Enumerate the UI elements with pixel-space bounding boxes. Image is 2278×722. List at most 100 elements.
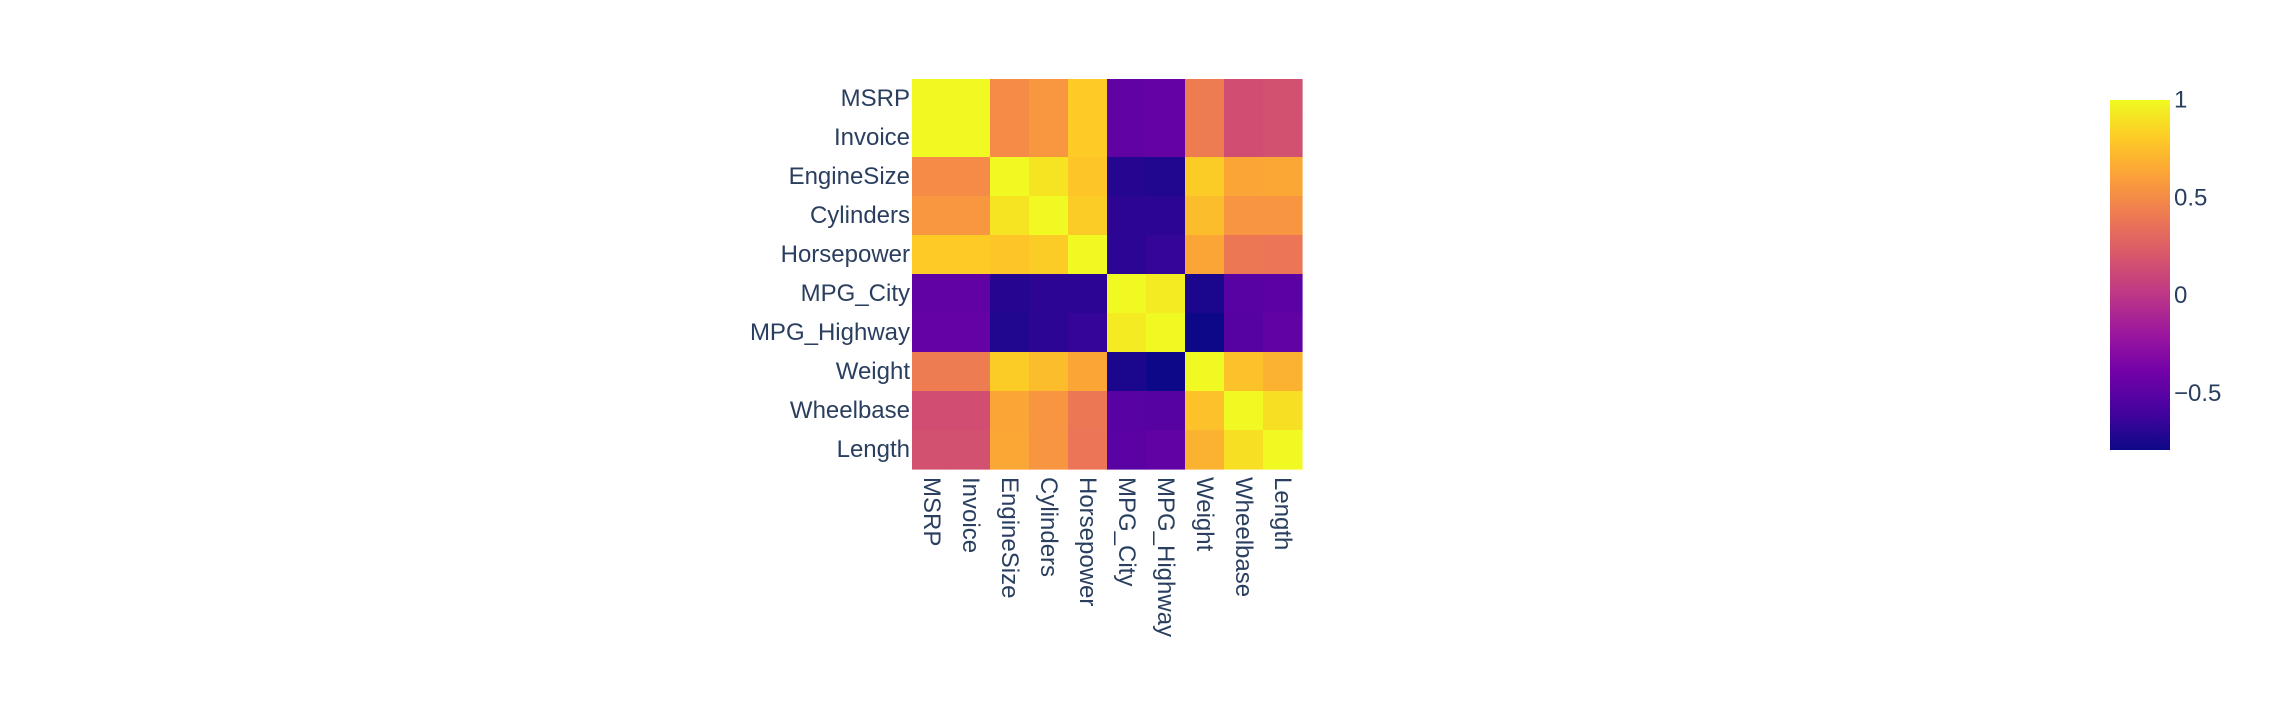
y-tick-label-msrp: MSRP bbox=[841, 85, 910, 112]
heatmap-cell-length-mpg-highway bbox=[1146, 430, 1186, 470]
heatmap-cell-wheelbase-wheelbase bbox=[1224, 391, 1264, 431]
heatmap-cell-enginesize-cylinders bbox=[1029, 157, 1069, 197]
heatmap-cell-length-invoice bbox=[951, 430, 991, 470]
y-tick-label-cylinders: Cylinders bbox=[810, 202, 910, 229]
heatmap-cell-enginesize-wheelbase bbox=[1224, 157, 1264, 197]
x-tick-label-enginesize: EngineSize bbox=[996, 477, 1023, 598]
heatmap-cell-mpg-city-weight bbox=[1185, 274, 1225, 314]
y-tick-label-invoice: Invoice bbox=[834, 124, 910, 151]
x-tick-label-weight: Weight bbox=[1191, 477, 1218, 552]
heatmap-cell-mpg-highway-horsepower bbox=[1068, 313, 1108, 353]
heatmap-cell-wheelbase-mpg-city bbox=[1107, 391, 1147, 431]
heatmap-cell-horsepower-mpg-city bbox=[1107, 235, 1147, 275]
heatmap-cell-wheelbase-horsepower bbox=[1068, 391, 1108, 431]
heatmap-cell-horsepower-msrp bbox=[912, 235, 952, 275]
heatmap-cell-cylinders-mpg-city bbox=[1107, 196, 1147, 236]
heatmap-cell-horsepower-enginesize bbox=[990, 235, 1030, 275]
heatmap-cell-length-msrp bbox=[912, 430, 952, 470]
heatmap-cell-weight-enginesize bbox=[990, 352, 1030, 392]
x-tick-label-length: Length bbox=[1269, 477, 1296, 550]
heatmap-cell-enginesize-mpg-city bbox=[1107, 157, 1147, 197]
heatmap-cell-cylinders-wheelbase bbox=[1224, 196, 1264, 236]
heatmap-cell-invoice-mpg-highway bbox=[1146, 118, 1186, 158]
heatmap-cell-invoice-invoice bbox=[951, 118, 991, 158]
y-tick-label-mpg-city: MPG_City bbox=[801, 280, 910, 307]
y-tick-label-wheelbase: Wheelbase bbox=[790, 397, 910, 424]
colorbar bbox=[2110, 100, 2170, 450]
heatmap-cell-weight-weight bbox=[1185, 352, 1225, 392]
x-tick-label-mpg-highway: MPG_Highway bbox=[1152, 477, 1179, 637]
heatmap-cell-mpg-city-msrp bbox=[912, 274, 952, 314]
heatmap-cell-enginesize-invoice bbox=[951, 157, 991, 197]
heatmap-cell-weight-length bbox=[1263, 352, 1303, 392]
heatmap-cell-horsepower-weight bbox=[1185, 235, 1225, 275]
heatmap-cell-cylinders-mpg-highway bbox=[1146, 196, 1186, 236]
heatmap-cell-wheelbase-invoice bbox=[951, 391, 991, 431]
heatmap-cell-mpg-highway-mpg-highway bbox=[1146, 313, 1186, 353]
heatmap-cell-invoice-msrp bbox=[912, 118, 952, 158]
heatmap-cell-length-length bbox=[1263, 430, 1303, 470]
heatmap-cell-weight-horsepower bbox=[1068, 352, 1108, 392]
heatmap-cell-mpg-highway-wheelbase bbox=[1224, 313, 1264, 353]
heatmap-cell-wheelbase-msrp bbox=[912, 391, 952, 431]
heatmap-cell-msrp-msrp bbox=[912, 79, 952, 119]
x-tick-label-mpg-city: MPG_City bbox=[1113, 477, 1140, 586]
y-axis-tick-labels: MSRP Invoice EngineSize Cylinders Horsepower… bbox=[750, 85, 910, 463]
heatmap-cells bbox=[912, 79, 1303, 470]
heatmap-cell-invoice-enginesize bbox=[990, 118, 1030, 158]
heatmap-cell-weight-mpg-highway bbox=[1146, 352, 1186, 392]
heatmap-cell-msrp-mpg-highway bbox=[1146, 79, 1186, 119]
heatmap-cell-msrp-wheelbase bbox=[1224, 79, 1264, 119]
heatmap-cell-mpg-highway-msrp bbox=[912, 313, 952, 353]
heatmap-cell-wheelbase-mpg-highway bbox=[1146, 391, 1186, 431]
heatmap-cell-horsepower-invoice bbox=[951, 235, 991, 275]
heatmap-cell-enginesize-weight bbox=[1185, 157, 1225, 197]
heatmap-cell-msrp-enginesize bbox=[990, 79, 1030, 119]
heatmap-cell-mpg-city-mpg-city bbox=[1107, 274, 1147, 314]
heatmap-cell-enginesize-horsepower bbox=[1068, 157, 1108, 197]
heatmap-cell-length-weight bbox=[1185, 430, 1225, 470]
colorbar-tick-label-3: −0.5 bbox=[2174, 380, 2221, 407]
heatmap-cell-length-wheelbase bbox=[1224, 430, 1264, 470]
heatmap-cell-weight-msrp bbox=[912, 352, 952, 392]
heatmap-cell-cylinders-msrp bbox=[912, 196, 952, 236]
heatmap-cell-mpg-highway-mpg-city bbox=[1107, 313, 1147, 353]
heatmap-cell-mpg-city-invoice bbox=[951, 274, 991, 314]
heatmap-cell-enginesize-msrp bbox=[912, 157, 952, 197]
heatmap-cell-enginesize-mpg-highway bbox=[1146, 157, 1186, 197]
y-tick-label-weight: Weight bbox=[836, 358, 911, 385]
heatmap-cell-invoice-mpg-city bbox=[1107, 118, 1147, 158]
colorbar-tick-label-2: 0 bbox=[2174, 282, 2187, 309]
heatmap-cell-horsepower-horsepower bbox=[1068, 235, 1108, 275]
heatmap-cell-wheelbase-length bbox=[1263, 391, 1303, 431]
heatmap-cell-msrp-cylinders bbox=[1029, 79, 1069, 119]
heatmap-cell-cylinders-horsepower bbox=[1068, 196, 1108, 236]
heatmap-cell-length-horsepower bbox=[1068, 430, 1108, 470]
heatmap-cell-mpg-city-horsepower bbox=[1068, 274, 1108, 314]
heatmap-cell-horsepower-wheelbase bbox=[1224, 235, 1264, 275]
heatmap-cell-enginesize-length bbox=[1263, 157, 1303, 197]
x-tick-label-wheelbase: Wheelbase bbox=[1230, 477, 1257, 597]
heatmap-cell-weight-cylinders bbox=[1029, 352, 1069, 392]
heatmap-cell-msrp-horsepower bbox=[1068, 79, 1108, 119]
heatmap-cell-length-mpg-city bbox=[1107, 430, 1147, 470]
heatmap-cell-cylinders-invoice bbox=[951, 196, 991, 236]
heatmap-cell-msrp-invoice bbox=[951, 79, 991, 119]
colorbar-tick-label-0: 1 bbox=[2174, 87, 2187, 114]
heatmap-cell-cylinders-enginesize bbox=[990, 196, 1030, 236]
heatmap-cell-mpg-highway-invoice bbox=[951, 313, 991, 353]
heatmap-cell-length-cylinders bbox=[1029, 430, 1069, 470]
heatmap-cell-cylinders-weight bbox=[1185, 196, 1225, 236]
heatmap-cell-mpg-city-cylinders bbox=[1029, 274, 1069, 314]
heatmap-cell-msrp-weight bbox=[1185, 79, 1225, 119]
heatmap-cell-msrp-length bbox=[1263, 79, 1303, 119]
heatmap-cell-invoice-weight bbox=[1185, 118, 1225, 158]
heatmap-cell-mpg-city-enginesize bbox=[990, 274, 1030, 314]
heatmap-cell-mpg-city-mpg-highway bbox=[1146, 274, 1186, 314]
y-tick-label-horsepower: Horsepower bbox=[781, 241, 910, 268]
heatmap-cell-enginesize-enginesize bbox=[990, 157, 1030, 197]
y-tick-label-enginesize: EngineSize bbox=[789, 163, 910, 190]
x-tick-label-cylinders: Cylinders bbox=[1035, 477, 1062, 577]
heatmap-cell-weight-mpg-city bbox=[1107, 352, 1147, 392]
x-axis-tick-labels: MSRP Invoice EngineSize Cylinders Horsepower… bbox=[918, 477, 1296, 637]
